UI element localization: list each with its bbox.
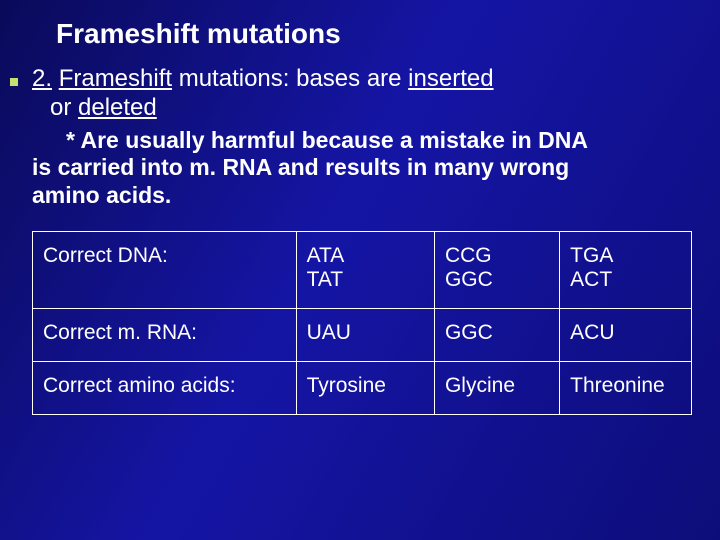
cell: Threonine xyxy=(560,362,692,415)
cell-line: TAT xyxy=(307,268,424,292)
table-row: Correct amino acids: Tyrosine Glycine Th… xyxy=(33,362,692,415)
heading-rest: mutations: bases are xyxy=(172,65,408,92)
cell-label: Correct amino acids: xyxy=(33,362,297,415)
cell-line: ATA xyxy=(307,244,424,268)
cell: Glycine xyxy=(434,362,559,415)
cell-label: Correct m. RNA: xyxy=(33,309,297,362)
codon-table: Correct DNA: ATA TAT CCG GGC TGA ACT Cor… xyxy=(32,231,692,415)
table-row: Correct DNA: ATA TAT CCG GGC TGA ACT xyxy=(33,232,692,309)
heading-number: 2. xyxy=(32,65,52,92)
slide: Frameshift mutations 2. Frameshift mutat… xyxy=(0,0,720,435)
cell-label: Correct DNA: xyxy=(33,232,297,309)
cell-line: CCG xyxy=(445,244,549,268)
cell-line: ACT xyxy=(570,268,681,292)
cell: GGC xyxy=(434,309,559,362)
bullet-icon xyxy=(10,78,18,86)
heading-inserted: inserted xyxy=(408,65,493,92)
line2-prefix: or xyxy=(50,94,78,121)
star-line-2: is carried into m. RNA and results in ma… xyxy=(32,154,692,182)
star-prefix: * xyxy=(66,127,75,153)
star-text-1: Are usually harmful because a mistake in… xyxy=(75,127,588,153)
cell: Tyrosine xyxy=(296,362,434,415)
cell: ATA TAT xyxy=(296,232,434,309)
line2-deleted: deleted xyxy=(78,94,157,121)
cell-line: TGA xyxy=(570,244,681,268)
table-row: Correct m. RNA: UAU GGC ACU xyxy=(33,309,692,362)
heading-line-2: or deleted xyxy=(50,93,692,122)
cell: CCG GGC xyxy=(434,232,559,309)
cell: TGA ACT xyxy=(560,232,692,309)
cell-line: GGC xyxy=(445,268,549,292)
heading-line-1: 2. Frameshift mutations: bases are inser… xyxy=(32,64,692,93)
star-line-3: amino acids. xyxy=(32,182,692,210)
cell: UAU xyxy=(296,309,434,362)
star-block: * Are usually harmful because a mistake … xyxy=(32,127,692,210)
bullet-block: 2. Frameshift mutations: bases are inser… xyxy=(32,64,692,415)
star-line-1: * Are usually harmful because a mistake … xyxy=(66,127,692,155)
slide-title: Frameshift mutations xyxy=(56,18,692,50)
heading-underlined: Frameshift xyxy=(59,65,172,92)
cell: ACU xyxy=(560,309,692,362)
